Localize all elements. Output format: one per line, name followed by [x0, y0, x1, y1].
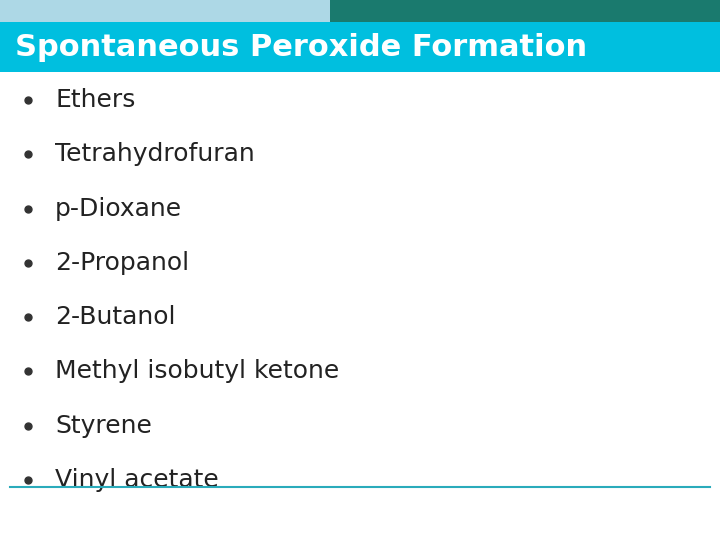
Text: Tetrahydrofuran: Tetrahydrofuran: [55, 142, 255, 166]
Text: 2-Propanol: 2-Propanol: [55, 251, 189, 275]
Text: Methyl isobutyl ketone: Methyl isobutyl ketone: [55, 360, 339, 383]
Text: 2-Butanol: 2-Butanol: [55, 305, 176, 329]
Bar: [0, 72, 720, 540]
Bar: [330, 0, 720, 22]
Text: Styrene: Styrene: [55, 414, 152, 438]
Text: Vinyl acetate: Vinyl acetate: [55, 468, 219, 492]
Text: p-Dioxane: p-Dioxane: [55, 197, 182, 220]
Bar: [0, 22, 720, 72]
Bar: [0, 0, 330, 22]
Text: Spontaneous Peroxide Formation: Spontaneous Peroxide Formation: [15, 32, 587, 62]
Text: Ethers: Ethers: [55, 88, 135, 112]
